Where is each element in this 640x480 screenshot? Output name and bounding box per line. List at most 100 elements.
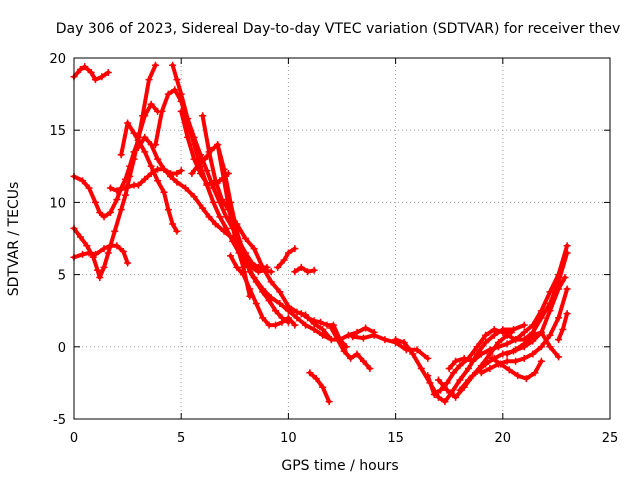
data-point <box>503 340 511 348</box>
data-point <box>473 367 481 375</box>
data-point <box>83 242 91 250</box>
data-point <box>85 184 93 192</box>
data-point <box>520 328 528 336</box>
data-point <box>490 325 498 333</box>
data-point <box>464 364 472 372</box>
data-point <box>424 372 432 380</box>
data-point <box>205 213 213 221</box>
data-point <box>111 227 119 235</box>
data-point <box>239 271 247 279</box>
data-point <box>555 336 563 344</box>
data-point <box>456 386 464 394</box>
data-point <box>207 146 215 154</box>
series-line <box>170 63 269 270</box>
data-point <box>370 331 378 339</box>
data-point <box>278 318 286 326</box>
data-point <box>319 325 327 333</box>
data-point <box>190 155 198 163</box>
data-point <box>100 263 108 271</box>
data-point <box>297 263 305 271</box>
data-point <box>250 245 258 253</box>
data-point <box>171 86 179 94</box>
data-point <box>559 325 567 333</box>
data-point <box>104 249 112 257</box>
data-point <box>413 346 421 354</box>
data-point <box>452 357 460 365</box>
data-point <box>392 336 400 344</box>
data-point <box>203 167 211 175</box>
data-point <box>199 204 207 212</box>
data-point <box>87 68 95 76</box>
data-point <box>166 172 174 180</box>
data-point <box>529 321 537 329</box>
data-point <box>199 112 207 120</box>
data-point <box>76 233 84 241</box>
data-point <box>113 242 121 250</box>
data-point <box>512 346 520 354</box>
data-point <box>344 331 352 339</box>
data-point <box>169 220 177 228</box>
data-point <box>284 314 292 322</box>
data-point <box>473 343 481 351</box>
data-point <box>124 119 132 127</box>
y-tick-label: -5 <box>53 413 66 428</box>
data-point <box>546 307 554 315</box>
data-point <box>227 252 235 260</box>
data-point <box>353 350 361 358</box>
data-point <box>563 310 571 318</box>
data-point <box>507 328 515 336</box>
y-tick-label: 0 <box>58 341 66 356</box>
data-point <box>503 350 511 358</box>
chart-title: Day 306 of 2023, Sidereal Day-to-day VTE… <box>56 21 620 37</box>
data-point <box>349 333 357 341</box>
data-point <box>184 115 192 123</box>
data-point <box>141 175 149 183</box>
data-point <box>154 177 162 185</box>
data-point <box>482 360 490 368</box>
series-arc-16 <box>291 263 318 276</box>
data-point <box>181 184 189 192</box>
data-point <box>563 242 571 250</box>
data-point <box>145 76 153 84</box>
data-point <box>495 343 503 351</box>
series-arc-24 <box>445 242 571 372</box>
data-point <box>121 191 129 199</box>
data-point <box>194 161 202 169</box>
data-point <box>381 336 389 344</box>
data-point <box>284 249 292 257</box>
data-point <box>94 266 102 274</box>
data-point <box>151 61 159 69</box>
data-point <box>267 268 275 276</box>
data-point <box>76 66 84 74</box>
data-point <box>482 338 490 346</box>
data-point <box>173 178 181 186</box>
data-point <box>434 393 442 401</box>
series-arc-15 <box>274 245 299 271</box>
x-tick-label: 20 <box>495 431 512 446</box>
data-point <box>248 259 256 267</box>
data-point <box>98 73 106 81</box>
data-point <box>188 170 196 178</box>
data-point <box>117 151 125 159</box>
data-point <box>304 268 312 276</box>
data-point <box>164 206 172 214</box>
data-point <box>555 271 563 279</box>
data-point <box>520 321 528 329</box>
data-point <box>464 376 472 384</box>
data-point <box>546 288 554 296</box>
data-point <box>96 209 104 217</box>
data-point <box>409 350 417 358</box>
data-point <box>242 235 250 242</box>
x-tick-label: 0 <box>70 431 78 446</box>
data-point <box>503 357 511 365</box>
data-point <box>100 213 108 221</box>
series-arc-5 <box>106 165 185 195</box>
data-point <box>141 148 149 156</box>
data-point <box>113 196 121 204</box>
y-tick-label: 15 <box>49 124 66 139</box>
data-point <box>434 376 442 384</box>
data-point <box>100 245 108 253</box>
data-point <box>259 288 267 296</box>
data-point <box>486 364 494 372</box>
data-point <box>246 268 254 276</box>
